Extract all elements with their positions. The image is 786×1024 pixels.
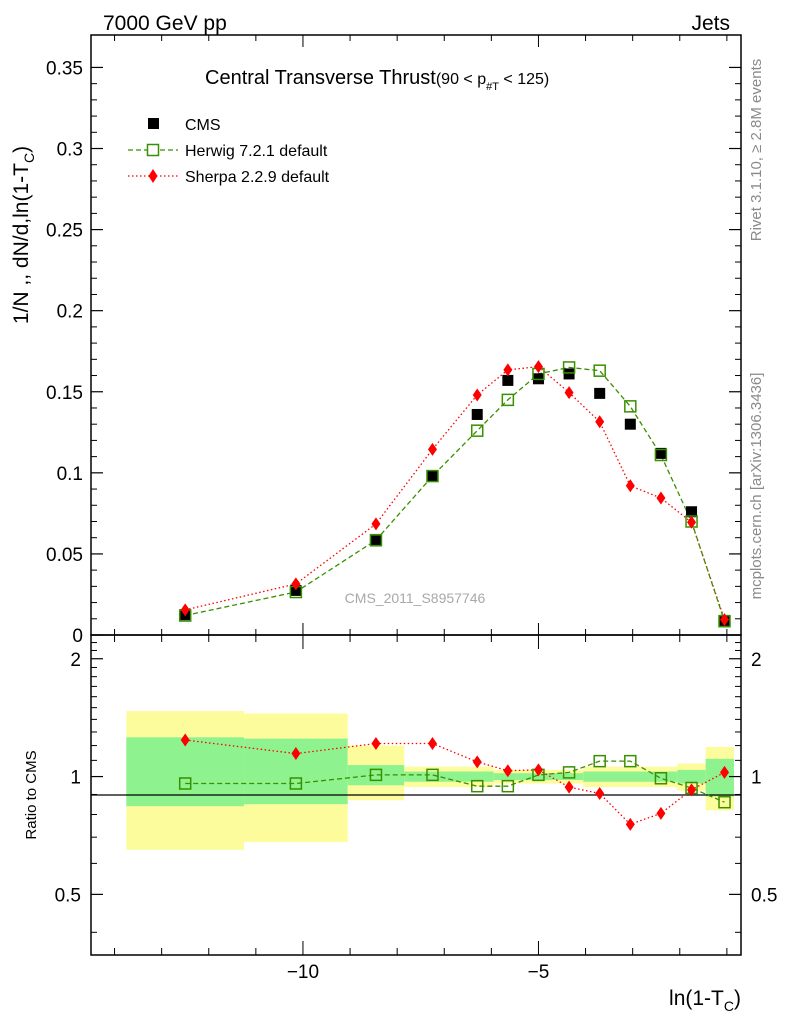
header-left: 7000 GeV pp [103,12,227,35]
ratio-frame [90,634,742,956]
cms-point [370,535,382,547]
legend-label-cms: CMS [185,117,221,134]
header-right: Jets [691,12,730,35]
sherpa-ratio-point [687,783,697,797]
herwig-point [501,393,515,407]
herwig-ratio-point [654,772,668,785]
sherpa-ratio-point [180,733,190,747]
legend-label-sherpa: Sherpa 2.2.9 default [185,169,330,186]
sherpa-ratio-point [625,817,635,831]
herwig-ratio-point [593,754,606,768]
herwig-line [185,366,726,622]
sherpa-point [687,515,697,529]
ratio-y-tick-label: 2 [70,650,81,671]
x-axis-label: ln(1-TC) [669,987,741,1014]
ratio-y-tick-label-right: 1 [751,768,762,789]
cms-point [594,387,606,399]
x-tick-label: −5 [528,962,550,983]
sherpa-point [180,603,190,617]
y-tick-label: 0.1 [57,464,83,485]
sherpa-point [595,415,605,429]
herwig-ratio-point [369,768,383,782]
y-tick-label: 0.25 [46,221,83,242]
ratio-y-tick-label-right: 2 [751,650,762,671]
cms-point [563,368,575,380]
sherpa-point [720,613,730,627]
y-tick-label: 0.35 [46,58,83,79]
herwig-ratio-point [718,795,731,809]
legend-marker-cms [148,118,159,129]
sherpa-ratio-point [656,806,666,820]
sherpa-ratio-point [472,755,482,769]
y-tick-label: 0.3 [57,140,83,161]
ratio-band-inner [493,773,584,780]
herwig-ratio-point [624,754,637,768]
herwig-point [426,469,439,483]
sherpa-point [533,360,543,374]
ratio-band-inner [705,758,734,797]
main-panel: 0 0.05 0.1 0.15 0.2 0.25 0.3 0.35 Central Trans… [10,34,742,647]
sherpa-line [185,365,726,620]
cms-point [624,418,636,430]
x-tick-label: −10 [287,962,319,983]
sherpa-point [625,479,635,493]
rivet-label: Rivet 3.1.10, ≥ 2.8M events [748,59,765,242]
ratio-band-inner [583,771,678,782]
cms-point [686,506,698,518]
sherpa-ratio-point [371,736,381,750]
herwig-point [624,400,637,413]
y-tick-label: 0.15 [46,383,83,404]
mcplots-label: mcplots.cern.ch [arXiv:1306.3436] [748,373,765,600]
sherpa-point [427,442,437,456]
herwig-ratio-point [289,777,303,790]
herwig-point [470,424,484,437]
ratio-band-inner [347,765,405,786]
cms-point [471,408,483,420]
ratio-band-inner [677,769,706,784]
y-tick-label: 0.2 [57,302,83,323]
chart-title: Central Transverse Thrust(90 < p#T < 125… [205,67,549,93]
ratio-y-axis-label: Ratio to CMS [23,750,40,839]
sherpa-point [503,363,513,377]
legend: CMS Herwig 7.2.1 default Sherpa 2.2.9 de… [128,117,330,186]
sherpa-point [291,577,301,591]
herwig-ratio-point [562,766,576,779]
herwig-point [369,533,383,547]
sherpa-ratio-point [533,763,543,777]
legend-marker-sherpa [148,169,158,183]
sherpa-ratio-point [564,780,574,794]
cms-point [426,470,438,482]
cms-point [655,447,667,459]
y-axis-label: 1/N ,, dN/d,ln(1-TC) [10,146,37,324]
sherpa-ratio-point [291,747,301,761]
sherpa-point [656,491,666,505]
ratio-panel: 0.5 0.5 1 1 2 2 −10 −5 Ratio to CMS ln(1-TC) [23,634,777,1014]
y-tick-label: 0 [72,626,83,647]
y-tick-label: 0.05 [46,545,83,566]
ratio-band-inner [126,737,245,807]
sherpa-ratio-point [595,787,605,801]
ratio-y-tick-label-right: 0.5 [751,885,777,906]
cms-point [502,374,514,386]
herwig-ratio-point [470,779,484,793]
ratio-band-inner [404,771,494,782]
watermark: CMS_2011_S8957746 [345,590,486,606]
herwig-point [562,361,576,374]
herwig-ratio-point [426,768,439,782]
sherpa-ratio-point [503,764,513,778]
legend-label-herwig: Herwig 7.2.1 default [185,143,328,160]
sherpa-point [371,517,381,531]
sherpa-point [564,386,574,400]
herwig-point [593,364,606,377]
sherpa-ratio-point [720,765,730,779]
herwig-ratio-point [501,779,515,793]
legend-marker-herwig [146,143,160,157]
ratio-y-tick-label: 0.5 [55,885,81,906]
ratio-y-tick-label: 1 [70,768,81,789]
sherpa-point [472,388,482,402]
herwig-point [654,448,668,462]
herwig-ratio-point [178,777,192,790]
sherpa-ratio-point [427,736,437,750]
